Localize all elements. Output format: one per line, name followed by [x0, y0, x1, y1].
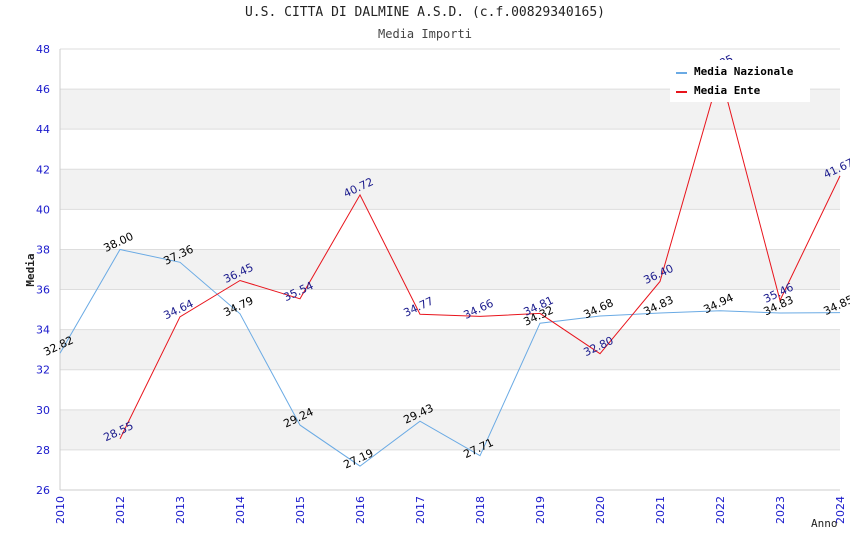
chart-title: U.S. CITTA DI DALMINE A.S.D. (c.f.008293…: [244, 5, 606, 20]
x-tick-label: 2013: [174, 496, 187, 524]
x-tick-label: 2016: [354, 496, 367, 524]
background-bands: [60, 89, 840, 450]
y-tick-label: 38: [36, 243, 50, 256]
x-tick-label: 2023: [774, 496, 787, 524]
x-tick-labels: 2010 2012 2013 2014 2015 2016 2017 2018 2019 2020…: [54, 496, 847, 524]
y-tick-label: 46: [36, 83, 50, 96]
legend-label: Media Nazionale: [694, 65, 794, 78]
y-tick-label: 36: [36, 284, 50, 297]
series-line-1: [59, 248, 841, 467]
y-tick-labels: 26 28 30 32 34 36 38 40 42 44 46 48: [36, 43, 50, 497]
y-axis-label: Media: [24, 253, 37, 286]
y-tick-label: 28: [36, 444, 50, 457]
x-tick-label: 2010: [54, 496, 67, 524]
background-band: [60, 249, 840, 290]
x-tick-label: 2012: [114, 496, 127, 524]
y-tick-label: 40: [36, 203, 50, 216]
y-tick-label: 42: [36, 163, 50, 176]
y-tick-label: 44: [36, 123, 50, 136]
y-tick-label: 48: [36, 43, 50, 56]
data-label: 34.68: [581, 296, 615, 321]
x-tick-label: 2022: [714, 496, 727, 524]
y-tick-label: 30: [36, 404, 50, 417]
x-tick-label: 2017: [414, 496, 427, 524]
x-axis-label: Anno: [811, 517, 838, 530]
data-label: 34.85: [821, 293, 850, 318]
legend: Media Nazionale Media Ente: [670, 60, 810, 102]
axes: [59, 49, 840, 491]
background-band: [60, 329, 840, 370]
data-label: 34.79: [221, 294, 255, 319]
data-label: 34.77: [401, 294, 435, 319]
chart-subtitle: Media Importi: [378, 27, 472, 41]
data-label: 34.66: [461, 297, 495, 322]
x-tick-label: 2020: [594, 496, 607, 524]
y-tick-label: 26: [36, 484, 50, 497]
x-tick-label: 2014: [234, 496, 247, 524]
legend-box: [670, 60, 810, 102]
y-tick-label: 32: [36, 364, 50, 377]
x-tick-label: 2024: [834, 496, 847, 524]
x-tick-label: 2019: [534, 496, 547, 524]
x-tick-label: 2015: [294, 496, 307, 524]
y-tick-label: 34: [36, 324, 50, 337]
data-label: 34.94: [701, 291, 735, 316]
background-band: [60, 169, 840, 210]
legend-label: Media Ente: [694, 84, 761, 97]
background-band: [60, 409, 840, 450]
x-tick-label: 2018: [474, 496, 487, 524]
x-tick-label: 2021: [654, 496, 667, 524]
data-label: 34.64: [161, 297, 195, 322]
